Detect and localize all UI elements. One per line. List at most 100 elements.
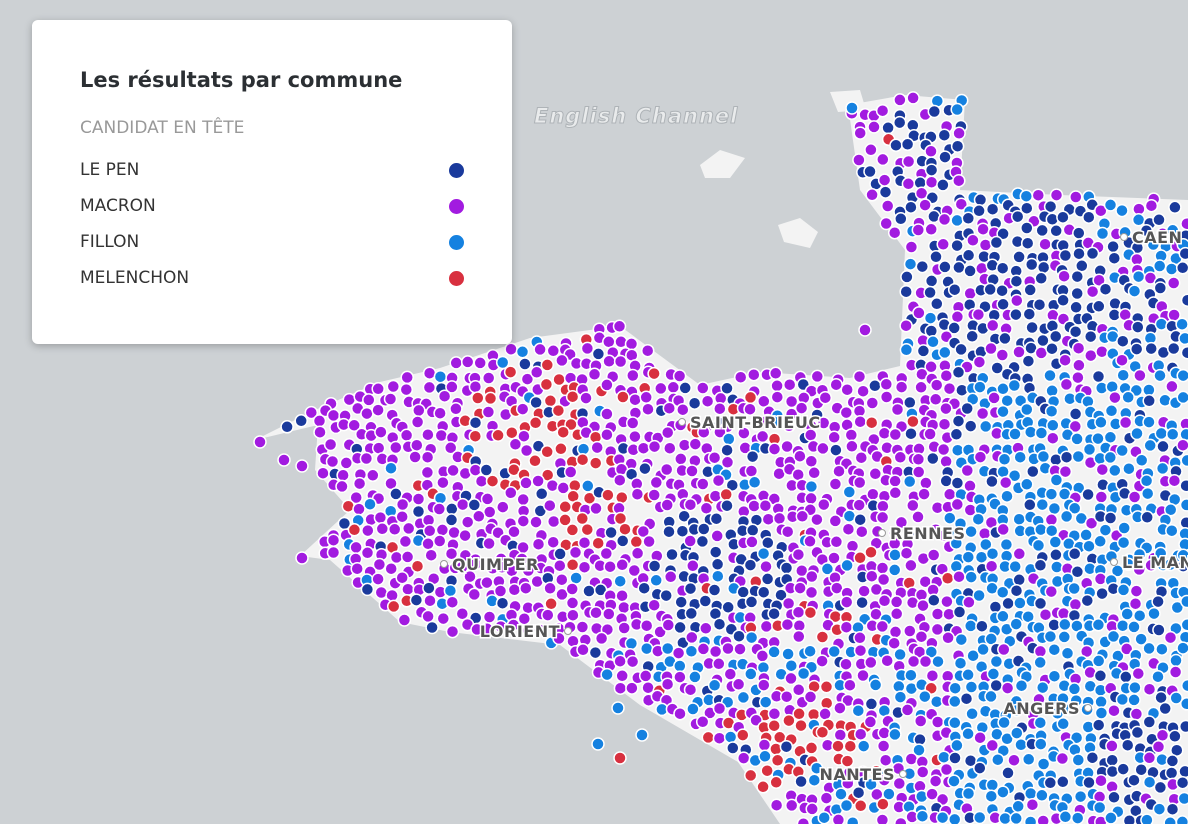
commune-dot [360, 406, 374, 421]
commune-dot [852, 369, 867, 384]
commune-dot [940, 571, 955, 586]
commune-dot [1094, 695, 1108, 709]
commune-dot [1092, 273, 1106, 287]
sea-label: English Channel [534, 104, 738, 128]
commune-dot [815, 654, 829, 668]
commune-dot [758, 749, 772, 764]
commune-dot [954, 342, 968, 357]
commune-dot [503, 365, 518, 379]
commune-dot [942, 487, 957, 502]
commune-dot [1151, 669, 1165, 684]
commune-dot [853, 512, 867, 527]
commune-dot [713, 425, 727, 439]
commune-dot [660, 425, 675, 440]
commune-dot [1129, 707, 1144, 721]
commune-dot [856, 384, 870, 398]
commune-dot [952, 126, 966, 141]
commune-dot [723, 667, 738, 681]
commune-dot [852, 153, 866, 167]
commune-dot [996, 609, 1010, 624]
commune-dot [1144, 341, 1158, 356]
commune-dot [736, 751, 751, 765]
commune-dot [295, 459, 309, 473]
commune-dot [1131, 320, 1145, 334]
commune-dot [515, 345, 530, 359]
commune-dot [1085, 284, 1100, 299]
commune-dot [336, 468, 350, 482]
commune-dot [444, 513, 459, 527]
commune-dot [804, 479, 819, 494]
commune-dot [1020, 201, 1034, 215]
commune-dot [1152, 259, 1167, 273]
commune-dot [1084, 348, 1098, 363]
commune-dot [616, 390, 630, 404]
commune-dot [1165, 523, 1179, 538]
commune-dot [844, 428, 859, 442]
commune-dot [964, 524, 978, 539]
commune-dot [912, 306, 926, 320]
commune-dot [1151, 594, 1165, 609]
commune-dot [736, 728, 750, 742]
commune-dot [972, 810, 987, 824]
commune-dot [947, 321, 961, 335]
city-label: LE MANS [1122, 553, 1188, 572]
commune-dot [1067, 682, 1082, 696]
commune-dot [1012, 573, 1026, 587]
commune-dot [371, 382, 385, 396]
commune-dot [996, 785, 1010, 799]
commune-dot [1034, 426, 1049, 440]
commune-dot [1116, 334, 1130, 348]
commune-dot [951, 365, 966, 380]
commune-dot [1094, 773, 1108, 788]
commune-dot [1178, 719, 1188, 734]
commune-dot [1025, 320, 1039, 335]
commune-dot [854, 450, 869, 465]
commune-dot [977, 526, 992, 541]
commune-dot [875, 561, 890, 575]
commune-dot [996, 227, 1010, 241]
commune-dot [709, 511, 724, 526]
commune-dot [853, 799, 868, 813]
commune-dot [960, 463, 975, 478]
commune-dot [961, 248, 976, 263]
commune-dot [1128, 680, 1142, 695]
commune-dot [1049, 188, 1064, 202]
commune-dot [767, 606, 781, 621]
commune-dot [1151, 740, 1166, 754]
commune-dot [713, 401, 727, 416]
commune-dot [677, 509, 691, 523]
commune-dot [857, 584, 871, 598]
commune-dot [865, 569, 879, 583]
commune-dot [700, 394, 715, 408]
commune-dot [976, 222, 990, 236]
commune-dot [398, 534, 413, 549]
commune-dot [471, 391, 485, 405]
commune-dot [1046, 418, 1060, 433]
commune-dot [1072, 226, 1086, 240]
commune-dot [1033, 715, 1048, 730]
commune-dot [868, 467, 883, 481]
commune-dot [1067, 581, 1081, 596]
commune-dot [803, 534, 817, 549]
commune-dot [519, 581, 533, 595]
commune-dot [903, 624, 917, 638]
commune-dot [890, 402, 905, 417]
commune-dot [1103, 511, 1118, 525]
commune-dot [1021, 752, 1036, 767]
commune-dot [479, 463, 494, 477]
legend-swatch [449, 234, 464, 250]
commune-dot [948, 694, 962, 709]
legend-title: Les résultats par commune [80, 68, 403, 92]
commune-dot [852, 475, 867, 490]
commune-dot [576, 643, 590, 657]
commune-dot [1072, 358, 1086, 373]
commune-dot [878, 185, 893, 199]
commune-dot [473, 356, 487, 370]
commune-dot [372, 557, 387, 572]
commune-dot [818, 390, 833, 405]
commune-dot [1092, 299, 1106, 314]
legend-label: MELENCHON [80, 268, 190, 288]
commune-dot [1108, 463, 1122, 478]
commune-dot [978, 419, 993, 434]
